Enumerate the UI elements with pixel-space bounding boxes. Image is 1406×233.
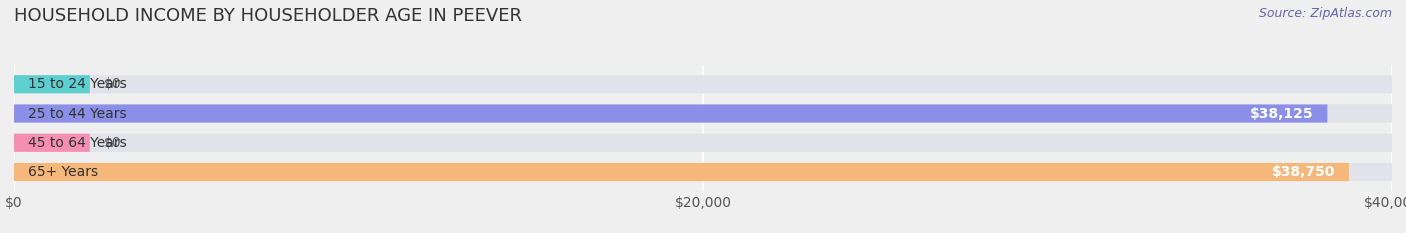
FancyBboxPatch shape (14, 163, 1392, 181)
Text: 25 to 44 Years: 25 to 44 Years (28, 106, 127, 120)
Text: 45 to 64 Years: 45 to 64 Years (28, 136, 127, 150)
Text: 65+ Years: 65+ Years (28, 165, 98, 179)
Text: 15 to 24 Years: 15 to 24 Years (28, 77, 127, 91)
Text: $38,750: $38,750 (1272, 165, 1336, 179)
FancyBboxPatch shape (14, 134, 90, 152)
FancyBboxPatch shape (14, 75, 1392, 93)
FancyBboxPatch shape (14, 75, 90, 93)
Text: $0: $0 (104, 136, 121, 150)
Text: $38,125: $38,125 (1250, 106, 1313, 120)
FancyBboxPatch shape (14, 134, 1392, 152)
Text: HOUSEHOLD INCOME BY HOUSEHOLDER AGE IN PEEVER: HOUSEHOLD INCOME BY HOUSEHOLDER AGE IN P… (14, 7, 522, 25)
Text: $0: $0 (104, 77, 121, 91)
FancyBboxPatch shape (14, 104, 1392, 123)
FancyBboxPatch shape (14, 163, 1348, 181)
FancyBboxPatch shape (14, 104, 1327, 123)
Text: Source: ZipAtlas.com: Source: ZipAtlas.com (1258, 7, 1392, 20)
